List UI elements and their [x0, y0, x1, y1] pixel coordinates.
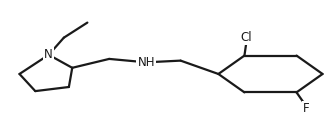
Text: N: N [44, 48, 53, 61]
Text: F: F [303, 102, 310, 115]
Text: NH: NH [137, 56, 155, 69]
Text: Cl: Cl [240, 31, 252, 44]
